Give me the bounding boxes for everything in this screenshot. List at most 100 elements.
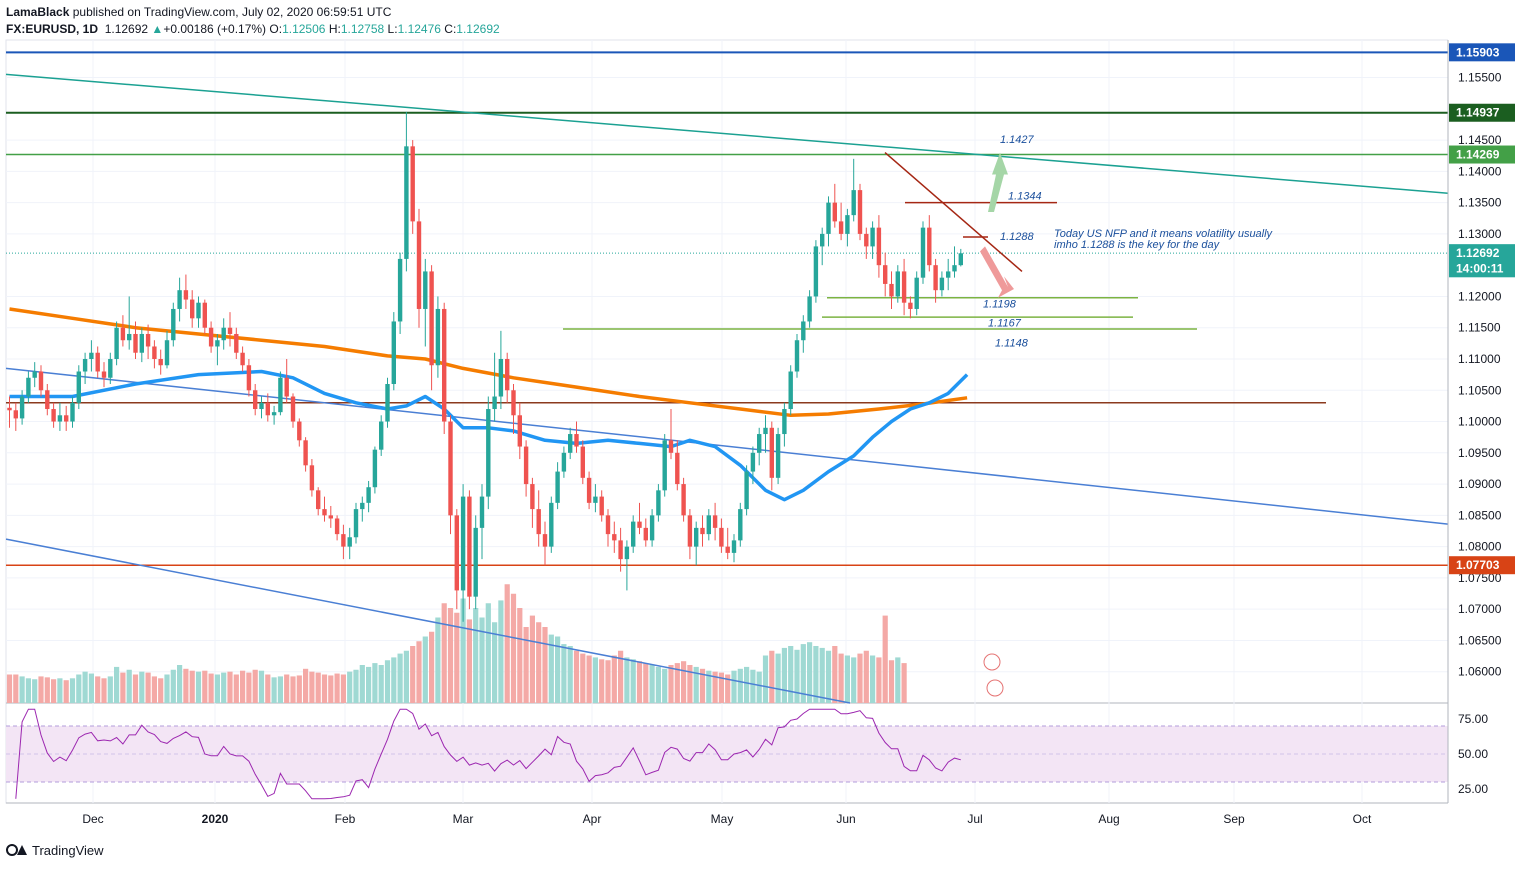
tradingview-logo-icon[interactable] xyxy=(6,842,28,858)
volume-bar xyxy=(731,670,737,703)
volume-bar xyxy=(630,659,636,703)
volume-bar xyxy=(271,677,277,703)
volume-bar xyxy=(88,673,94,703)
volume-bar xyxy=(687,665,693,703)
volume-bar xyxy=(605,660,611,703)
candle-body xyxy=(656,490,661,516)
candle-body xyxy=(920,227,926,278)
candle-body xyxy=(933,265,938,291)
candle-body xyxy=(782,409,787,435)
volume-bar xyxy=(737,668,743,703)
open-value: 1.12506 xyxy=(282,22,326,36)
volume-bar xyxy=(895,657,901,703)
volume-bar xyxy=(788,646,794,703)
level-label: 1.1167 xyxy=(988,317,1022,329)
volume-bar xyxy=(863,650,869,703)
candle-body xyxy=(712,515,718,528)
price-tick-label: 1.14500 xyxy=(1458,133,1502,147)
volume-bar xyxy=(303,668,309,703)
candle-body xyxy=(952,265,957,272)
up-arrow-icon xyxy=(988,152,1008,213)
candle-body xyxy=(448,421,453,516)
candle-body xyxy=(624,546,630,560)
candle-body xyxy=(794,340,800,372)
brand-name[interactable]: TradingView xyxy=(32,842,104,858)
candle-body xyxy=(347,537,352,547)
publish-line: LamaBlack published on TradingView.com, … xyxy=(6,4,500,21)
volume-bar xyxy=(164,674,170,703)
candle-body xyxy=(775,434,781,478)
candle-body xyxy=(127,333,132,341)
candle-body xyxy=(486,409,491,497)
rsi-tick-label: 75.00 xyxy=(1458,712,1488,726)
candle-body xyxy=(706,515,711,535)
volume-bar xyxy=(674,663,680,703)
candle-body xyxy=(832,202,837,222)
candle-body xyxy=(139,333,144,353)
volume-bar xyxy=(813,646,819,703)
price-axis-bg xyxy=(1448,0,1520,838)
candle-body xyxy=(303,440,308,466)
candle-body xyxy=(870,227,875,247)
volume-bar xyxy=(781,647,787,703)
level-label: 1.1427 xyxy=(1000,134,1035,146)
volume-bar xyxy=(284,674,290,703)
volume-bar xyxy=(523,627,529,703)
volume-bar xyxy=(466,619,472,703)
candle-body xyxy=(895,271,900,297)
candle-body xyxy=(845,215,850,234)
volume-bar xyxy=(189,670,195,703)
event-flag-icon xyxy=(983,653,1001,671)
candle-body xyxy=(120,327,126,341)
price-tick-label: 1.10000 xyxy=(1458,415,1502,429)
volume-bar xyxy=(888,660,895,703)
volume-bar xyxy=(901,663,907,703)
price-axis: 1.15500 1.14500 1.14000 1.13500 1.13000 1.120… xyxy=(1447,0,1520,838)
candle-body xyxy=(511,390,516,416)
moving-averages xyxy=(9,307,969,502)
candle-body xyxy=(883,265,888,284)
rsi-line xyxy=(15,708,961,800)
price-chart[interactable]: 1.1427 1.1344 1.1288 1.1198 1.1167 1.1148 Toda… xyxy=(0,0,1520,838)
candle-body xyxy=(145,333,151,347)
down-arrow-icon xyxy=(980,246,1014,298)
volume-bar xyxy=(240,670,246,703)
volume-bar xyxy=(655,666,661,703)
candle-body xyxy=(164,340,170,366)
candle-body xyxy=(725,546,730,553)
volume-bar xyxy=(353,669,359,703)
volume-bar xyxy=(309,671,315,703)
price-tick-label: 1.12000 xyxy=(1458,289,1502,303)
candle-body xyxy=(473,527,478,597)
volume-bar xyxy=(498,600,504,703)
symbol-label[interactable]: FX:EURUSD, 1D xyxy=(6,22,99,36)
candle-body xyxy=(750,452,756,472)
volume-bar xyxy=(422,636,428,703)
author-name[interactable]: LamaBlack xyxy=(6,5,70,19)
volume-bar xyxy=(95,676,101,703)
price-badge xyxy=(1449,244,1515,263)
volume-bar xyxy=(403,650,409,703)
candle-body xyxy=(45,390,50,410)
time-tick-label: May xyxy=(711,812,734,826)
volume-bar xyxy=(825,650,832,703)
volume-bar xyxy=(479,617,485,703)
candle-body xyxy=(939,277,945,291)
volume-bar xyxy=(800,644,806,703)
volume-bar xyxy=(158,678,164,703)
volume-bar xyxy=(32,679,38,703)
level-label: 1.1198 xyxy=(983,299,1017,311)
volume-bar xyxy=(870,655,876,703)
volume-bar xyxy=(536,622,542,703)
candle-body xyxy=(618,540,623,560)
candle-body xyxy=(813,246,819,297)
volume-bars xyxy=(6,584,907,703)
volume-bar xyxy=(13,674,19,703)
candle-body xyxy=(731,540,737,553)
volume-bar xyxy=(6,674,13,703)
candle-body xyxy=(26,377,31,397)
volume-bar xyxy=(378,665,384,703)
event-flag-icon xyxy=(986,679,1004,697)
volume-bar xyxy=(844,655,850,703)
candle-body xyxy=(76,371,81,403)
